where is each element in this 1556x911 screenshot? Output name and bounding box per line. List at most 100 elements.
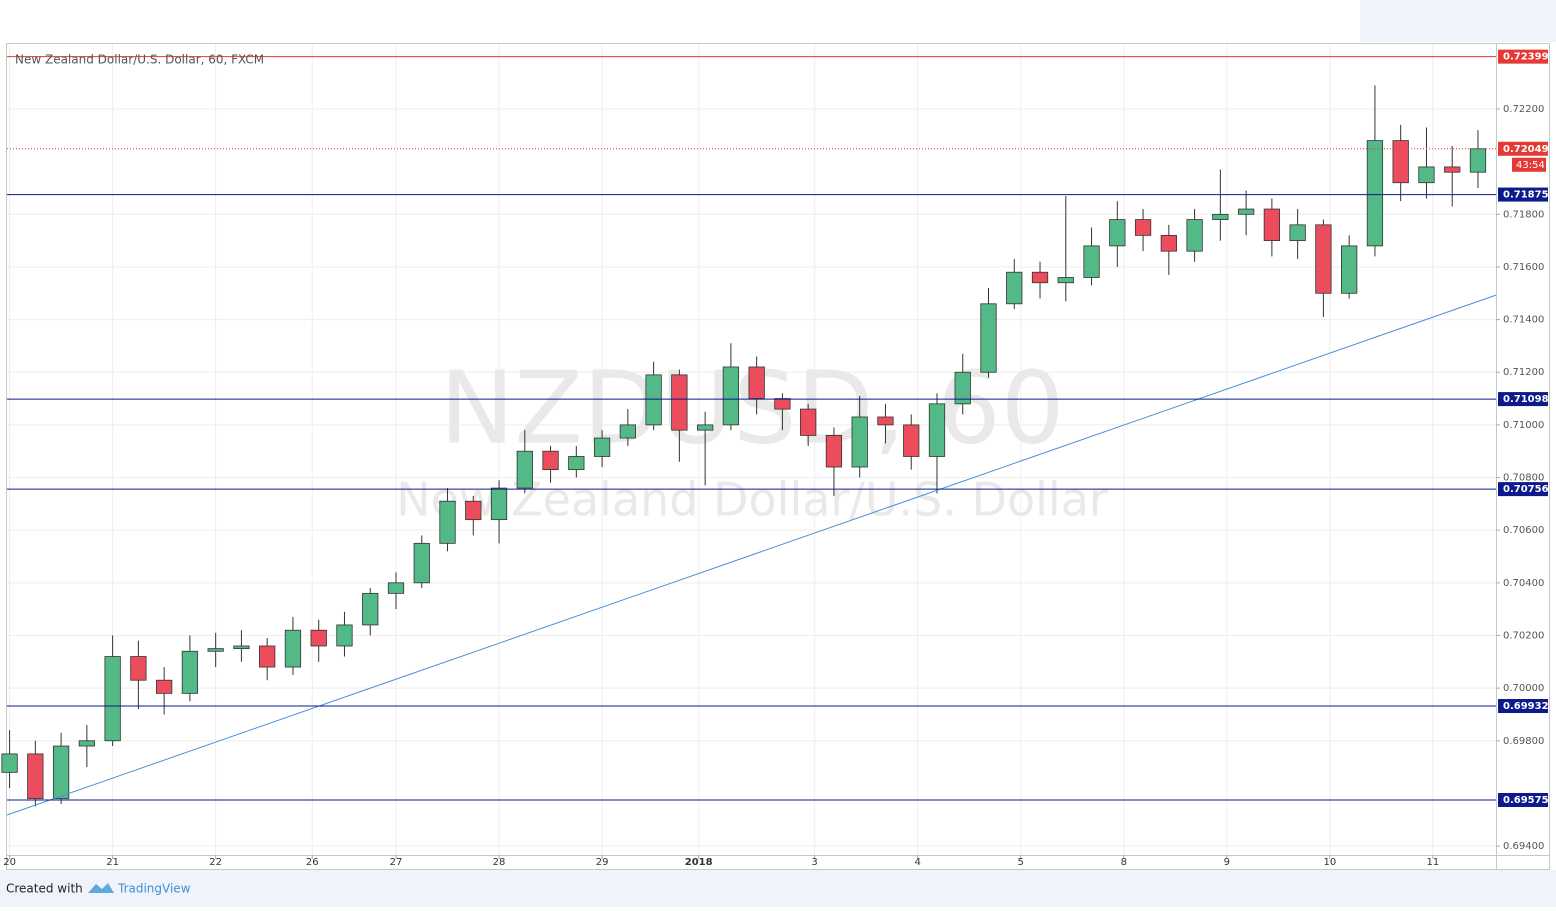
x-tick-label: 2018: [685, 857, 713, 868]
trendline: [6, 294, 1497, 816]
footer-text: Created with: [6, 882, 83, 896]
x-tick-label: 26: [306, 857, 319, 868]
y-tick-label: 0.69800: [1503, 736, 1544, 747]
candle-body: [1212, 213, 1229, 220]
footer-bar: [0, 870, 1556, 907]
candle-body: [207, 648, 224, 652]
candle-body: [439, 500, 456, 544]
candle-body: [825, 435, 843, 468]
watermark-subtitle: New Zealand Dollar/U.S. Dollar: [396, 473, 1108, 527]
chart-title: New Zealand Dollar/U.S. Dollar, 60, FXCM: [15, 53, 264, 67]
candle-body: [1186, 219, 1203, 252]
candle-body: [722, 366, 740, 426]
current-price-label: 0.72049: [1503, 144, 1549, 155]
x-tick-label: 29: [596, 857, 609, 868]
candle-body: [1, 753, 18, 773]
candle-body: [1444, 166, 1461, 173]
candle-body: [851, 416, 868, 468]
candle-body: [1289, 224, 1306, 242]
y-tick-label: 0.69400: [1503, 841, 1544, 852]
candle-body: [903, 424, 920, 457]
plot: [1, 56, 1497, 816]
footer-brand[interactable]: TradingView: [117, 882, 191, 896]
candle-body: [52, 745, 70, 800]
candle-body: [1237, 208, 1255, 215]
axes: 0.69400 0.69800 0.70000 0.70200 0.70400 0.706…: [3, 49, 1549, 868]
x-tick-label: 22: [209, 857, 222, 868]
y-tick-label: 0.70400: [1503, 578, 1544, 589]
level-label-box: [1498, 699, 1548, 714]
candle-body: [1341, 245, 1358, 294]
candle-body: [1469, 148, 1487, 173]
candle-body: [645, 374, 662, 426]
y-tick-label: 0.71600: [1503, 262, 1544, 273]
chart-frame: [6, 43, 1550, 870]
x-tick-label: 28: [493, 857, 506, 868]
x-tick-label: 27: [390, 857, 403, 868]
level-label: 0.71875: [1503, 190, 1549, 201]
y-tick-label: 0.71800: [1503, 209, 1544, 220]
candle-body: [130, 656, 147, 681]
candle-body: [27, 753, 44, 800]
level-label: 0.70756: [1503, 484, 1549, 495]
x-tick-label: 21: [106, 857, 119, 868]
candle-body: [800, 408, 817, 436]
x-tick-label: 4: [914, 857, 920, 868]
candle-body: [542, 450, 559, 471]
candle-body: [980, 303, 997, 373]
countdown-label: 43:54: [1516, 160, 1545, 171]
candle-body: [619, 424, 636, 439]
candle-body: [156, 679, 173, 694]
x-tick-label: 10: [1323, 857, 1336, 868]
candle-body: [259, 645, 276, 668]
y-tick-label: 0.71400: [1503, 315, 1544, 326]
top-strip: [1360, 0, 1556, 42]
candle-body: [181, 650, 199, 694]
y-tick-label: 0.71000: [1503, 420, 1544, 431]
y-tick-label: 0.70800: [1503, 473, 1544, 484]
x-tick-label: 3: [811, 857, 817, 868]
candle-body: [310, 629, 327, 647]
level-label-box: [1498, 792, 1548, 807]
candle-body: [1366, 140, 1384, 247]
x-tick-label: 8: [1121, 857, 1127, 868]
candle-body: [1315, 224, 1332, 294]
candle-body: [516, 450, 533, 489]
x-tick-label: 20: [3, 857, 16, 868]
candle-body: [233, 645, 250, 650]
candle-body: [78, 740, 95, 747]
candle-body: [336, 624, 353, 647]
candle-body: [877, 416, 894, 426]
level-label-box: [1498, 187, 1548, 202]
candle-body: [568, 456, 585, 471]
candle-body: [387, 582, 405, 594]
y-tick-label: 0.70200: [1503, 630, 1544, 641]
y-tick-label: 0.70600: [1503, 525, 1544, 536]
candle-body: [1263, 208, 1281, 242]
candle-body: [1392, 140, 1409, 184]
level-label: 0.69932: [1503, 701, 1549, 712]
candle-body: [1160, 234, 1177, 252]
x-tick-label: 9: [1224, 857, 1230, 868]
candle-body: [774, 398, 791, 410]
candle-body: [748, 366, 765, 399]
level-label-box: [1498, 49, 1548, 64]
candle-body: [413, 542, 430, 584]
level-label-box: [1498, 392, 1548, 407]
countdown-box: [1512, 157, 1546, 172]
candle-body: [284, 629, 302, 668]
level-label: 0.69575: [1503, 795, 1549, 806]
y-tick-label: 0.71200: [1503, 367, 1544, 378]
candle-body: [928, 403, 946, 457]
level-label-box: [1498, 482, 1548, 497]
candle-body: [1006, 271, 1023, 305]
candle-body: [1083, 245, 1100, 278]
y-tick-label: 0.70000: [1503, 683, 1544, 694]
candle-body: [1057, 277, 1074, 284]
candle-body: [1109, 219, 1126, 247]
candle-body: [1134, 219, 1152, 236]
candle-body: [490, 487, 508, 521]
level-label: 0.72399: [1503, 52, 1549, 63]
